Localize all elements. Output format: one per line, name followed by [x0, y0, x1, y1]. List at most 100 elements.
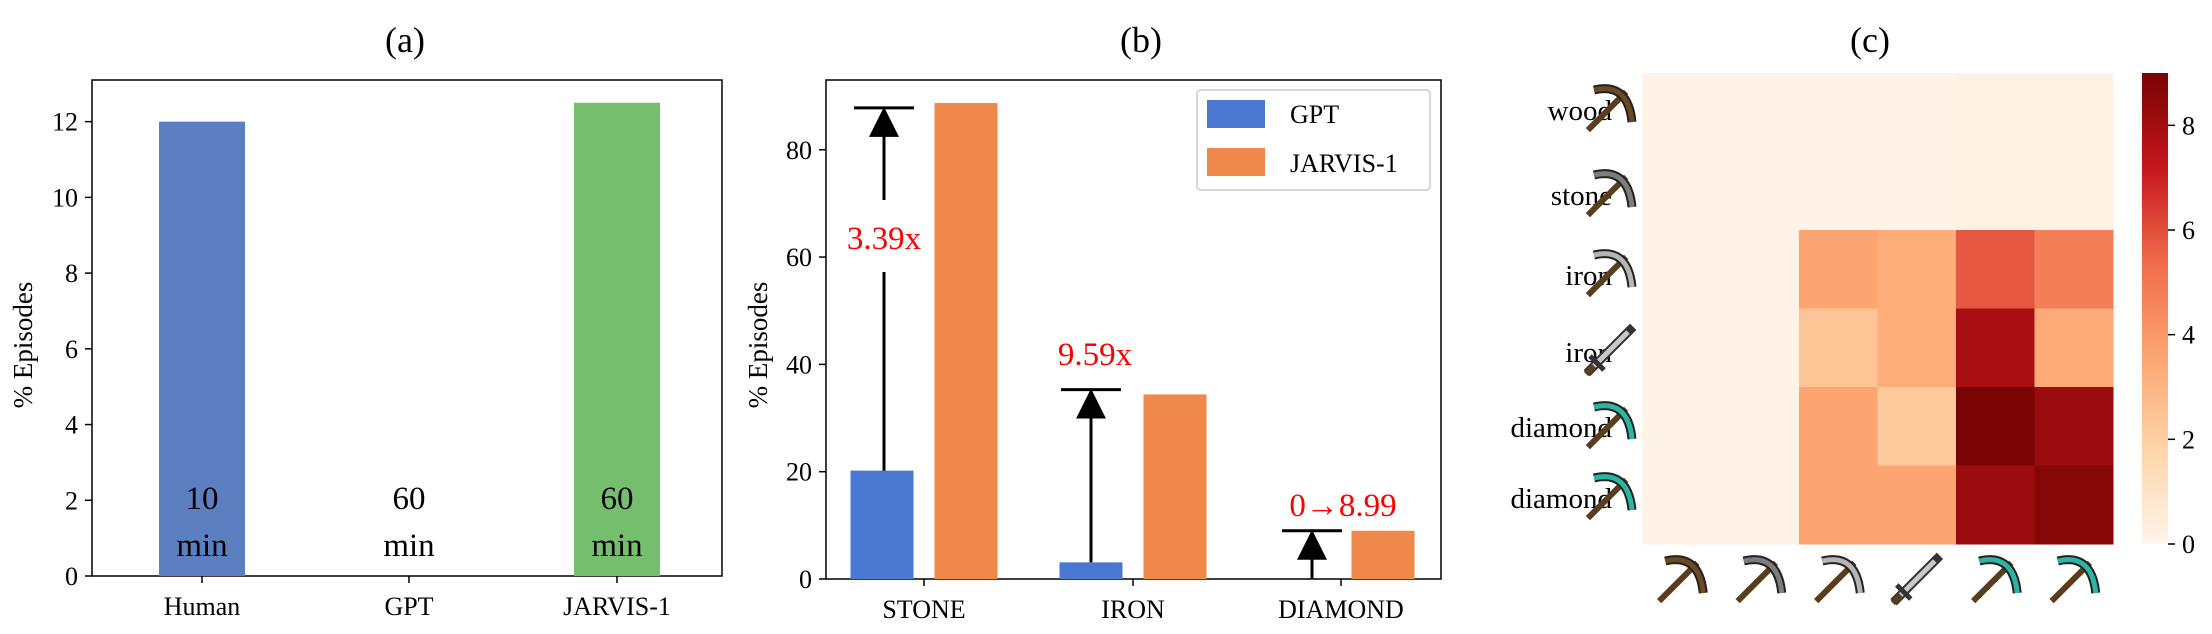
title-c: (c): [1850, 20, 1890, 60]
heatmap-cell: [1799, 230, 1878, 309]
stone-pickaxe-icon: [1593, 171, 1635, 208]
heatmap-cell: [1720, 151, 1800, 231]
xtick-label-b: STONE: [882, 595, 965, 624]
diamond-pickaxe-icon: [1593, 474, 1635, 511]
heatmap-cell: [1720, 387, 1800, 466]
bar-time-label-a: 60: [393, 481, 426, 517]
ytick-label-a: 0: [65, 562, 78, 591]
colorbar: [2142, 73, 2168, 544]
bar-time-label-a: 10: [186, 481, 219, 517]
bar-gpt: [1059, 562, 1123, 579]
stone-pickaxe-icon: [1585, 174, 1629, 218]
iron-sword-icon: [1890, 592, 1903, 606]
ylabel-a: % Episodes: [8, 282, 38, 409]
title-a: (a): [385, 20, 425, 60]
bar-jarvis: [1143, 394, 1207, 579]
colorbar-tick-label: 8: [2182, 111, 2195, 140]
iron-pickaxe-icon: [1814, 560, 1857, 604]
ytick-label-b: 80: [786, 136, 812, 165]
heatmap-cell: [1956, 465, 2035, 545]
heatmap-cell: [1799, 73, 1878, 152]
stone-pickaxe-icon: [1743, 557, 1785, 594]
bar-a: [574, 102, 660, 576]
axes-frame-a: [91, 79, 723, 577]
wooden-pickaxe-icon: [1664, 557, 1706, 594]
ytick-label-a: 4: [65, 411, 78, 440]
heatmap-cell: [1956, 230, 2035, 309]
heatmap-cell: [1956, 151, 2035, 231]
colorbar-tick-label: 2: [2182, 425, 2195, 454]
diamond-pickaxe-icon: [1585, 406, 1629, 450]
heatmap-cell: [1877, 151, 1957, 231]
heatmap-cell: [1877, 230, 1957, 309]
heatmap-cell: [1877, 465, 1957, 545]
xtick-label-b: DIAMOND: [1278, 595, 1404, 624]
ytick-label-a: 2: [65, 486, 78, 515]
heatmap-cell: [1642, 387, 1721, 466]
bar-time-unit-a: min: [383, 528, 434, 564]
wooden-pickaxe-icon: [1657, 560, 1700, 604]
heatmap-row-label: stone: [1551, 180, 1612, 212]
heatmap-cell: [1799, 387, 1878, 466]
diamond-pickaxe-icon: [1978, 557, 2020, 594]
diamond-pickaxe-icon: [2049, 560, 2092, 604]
iron-pickaxe-icon: [1585, 254, 1629, 298]
legend-swatch-gpt: [1207, 100, 1265, 128]
ytick-label-b: 0: [799, 565, 812, 594]
xtick-label-b: IRON: [1101, 595, 1165, 624]
xtick-label-a: GPT: [384, 592, 433, 621]
iron-sword-icon: [1894, 583, 1913, 601]
heatmap-cell: [2034, 308, 2114, 388]
ytick-label-b: 60: [786, 243, 812, 272]
heatmap-cell: [1956, 308, 2035, 388]
heatmap-cell: [1799, 308, 1878, 388]
bar-time-label-a: 60: [601, 481, 634, 517]
bar-jarvis: [934, 103, 998, 579]
heatmap-cell: [1799, 465, 1878, 545]
diamond-pickaxe-icon: [1593, 403, 1635, 440]
ytick-label-a: 12: [52, 108, 78, 137]
colorbar-tick-label: 0: [2182, 530, 2195, 559]
bar-time-unit-a: min: [591, 528, 642, 564]
bar-jarvis: [1351, 530, 1415, 579]
colorbar-tick-label: 4: [2182, 321, 2195, 350]
heatmap-cell: [2034, 465, 2114, 545]
heatmap-cell: [2034, 230, 2114, 309]
bar-time-unit-a: min: [176, 528, 227, 564]
diamond-pickaxe-icon: [2057, 557, 2099, 594]
bar-gpt: [850, 470, 914, 579]
heatmap-cell: [1720, 308, 1800, 388]
heatmap-cell: [1720, 465, 1800, 545]
iron-sword-icon: [1588, 354, 1606, 372]
annotation-ratio: 3.39x: [847, 221, 922, 257]
annotation-ratio: 0→8.99: [1289, 488, 1396, 524]
ytick-label-a: 6: [65, 335, 78, 364]
heatmap-cell: [1642, 151, 1721, 231]
annotation-ratio: 9.59x: [1058, 337, 1133, 373]
heatmap-cell: [2034, 387, 2114, 466]
iron-sword-icon: [1897, 559, 1937, 598]
colorbar-tick-label: 6: [2182, 216, 2195, 245]
heatmap-cell: [1799, 151, 1878, 231]
diamond-pickaxe-icon: [1971, 560, 2014, 604]
heatmap-cell: [1720, 230, 1800, 309]
ytick-label-a: 8: [65, 259, 78, 288]
heatmap-cell: [1642, 230, 1721, 309]
heatmap-cell: [1956, 387, 2035, 466]
iron-sword-icon: [1583, 363, 1597, 377]
ylabel-b: % Episodes: [743, 282, 773, 409]
bar-a: [159, 121, 245, 576]
wooden-pickaxe-icon: [1593, 86, 1635, 123]
iron-sword-icon: [1591, 330, 1630, 369]
ytick-label-a: 10: [52, 183, 78, 212]
heatmap-cell: [1877, 308, 1957, 388]
heatmap-cell: [1720, 73, 1800, 152]
heatmap-cell: [1642, 308, 1721, 388]
legend-label-jarvis: JARVIS-1: [1290, 149, 1398, 178]
heatmap-cell: [1956, 73, 2035, 152]
iron-pickaxe-icon: [1821, 557, 1863, 594]
xtick-label-a: Human: [164, 592, 241, 621]
diamond-pickaxe-icon: [1585, 477, 1629, 521]
title-b: (b): [1120, 20, 1162, 60]
